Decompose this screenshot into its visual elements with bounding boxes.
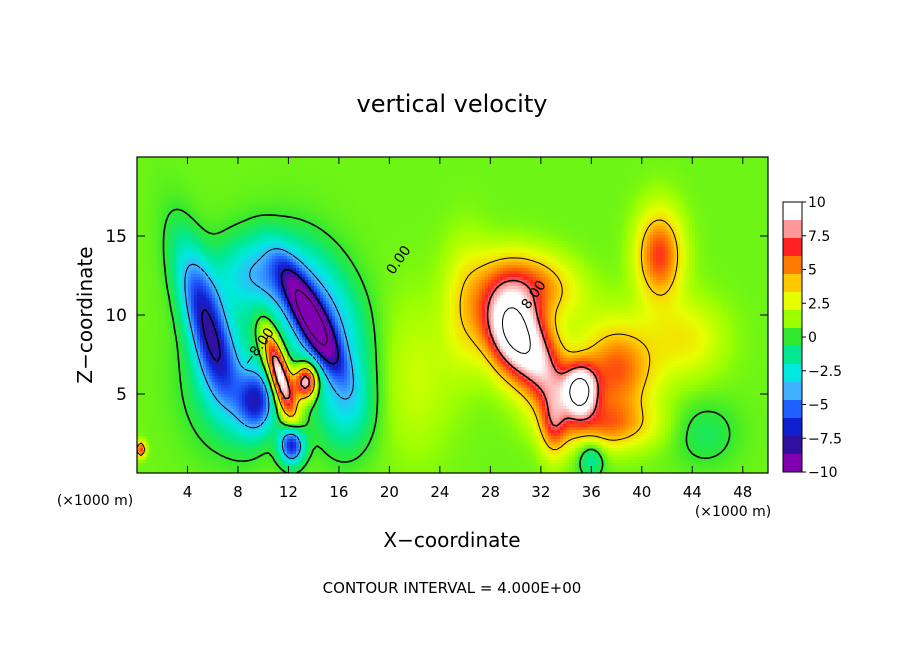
x-tick-label: 48 [733, 483, 752, 501]
colorbar-swatch [783, 382, 802, 401]
y-tick-labels: 5 10 15 [105, 227, 127, 405]
colorbar-tick-label: −5 [808, 398, 829, 414]
colorbar-swatch [783, 436, 802, 455]
x-tick-label: 16 [329, 483, 348, 501]
colorbar-swatch [783, 454, 802, 473]
contour-interval-footer: CONTOUR INTERVAL = 4.000E+00 [323, 579, 582, 597]
colorbar-swatch [783, 346, 802, 365]
colorbar-swatch [783, 256, 802, 275]
y-tick-label: 10 [105, 306, 127, 326]
y-tick-label: 15 [105, 227, 127, 247]
colorbar: 10 7.5 5 2.5 0 −2.5 −5 −7.5 −10 [783, 195, 842, 481]
x-tick-label: 36 [582, 483, 601, 501]
x-tick-label: 12 [279, 483, 298, 501]
colorbar-tick-label: −2.5 [808, 364, 842, 380]
colorbar-swatch [783, 292, 802, 311]
x-tick-label: 24 [430, 483, 449, 501]
x-tick-label: 28 [481, 483, 500, 501]
colorbar-swatch [783, 310, 802, 329]
velocity-field [137, 157, 770, 475]
colorbar-tick-label: 10 [808, 195, 826, 211]
colorbar-swatch [783, 418, 802, 437]
colorbar-tick-label: −7.5 [808, 431, 842, 447]
x-tick-label: 32 [531, 483, 550, 501]
x-tick-label: 4 [183, 483, 193, 501]
colorbar-swatch [783, 238, 802, 257]
colorbar-swatch [783, 400, 802, 419]
colorbar-swatch [783, 220, 802, 239]
colorbar-tick-label: 7.5 [808, 229, 830, 245]
colorbar-swatches [783, 202, 802, 473]
x-tick-labels: 4 8 12 16 20 24 28 32 36 40 44 48 [183, 483, 753, 501]
x-tick-label: 40 [632, 483, 651, 501]
colorbar-tick-label: −10 [808, 465, 838, 481]
colorbar-tick-labels: 10 7.5 5 2.5 0 −2.5 −5 −7.5 −10 [802, 195, 842, 481]
y-tick-label: 5 [116, 385, 127, 405]
colorbar-swatch [783, 364, 802, 383]
plot-area: 0.008.00−8.00 [137, 157, 770, 475]
x-unit-right: (×1000 m) [695, 504, 771, 520]
colorbar-swatch [783, 328, 802, 347]
colorbar-tick-label: 0 [808, 330, 817, 346]
x-tick-label: 20 [380, 483, 399, 501]
colorbar-tick-label: 2.5 [808, 296, 830, 312]
x-axis-label: X−coordinate [383, 528, 520, 552]
x-tick-label: 8 [233, 483, 243, 501]
y-axis-label: Z−coordinate [73, 246, 97, 383]
colorbar-tick-label: 5 [808, 263, 817, 279]
x-unit-left: (×1000 m) [57, 493, 133, 509]
x-tick-label: 44 [683, 483, 702, 501]
colorbar-swatch [783, 274, 802, 293]
colorbar-swatch [783, 202, 802, 221]
chart-title: vertical velocity [357, 90, 548, 118]
